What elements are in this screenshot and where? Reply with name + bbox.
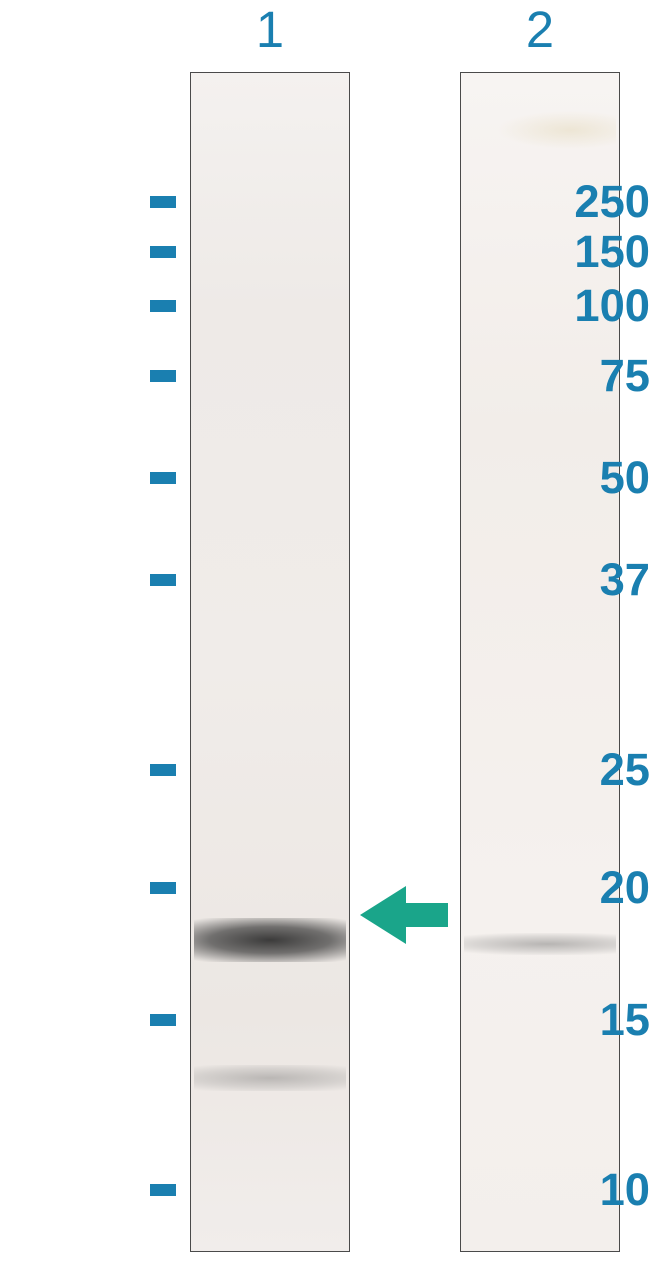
mw-marker-dash	[150, 246, 176, 258]
protein-band	[194, 918, 346, 962]
mw-marker-label: 250	[510, 176, 650, 228]
mw-marker-dash	[150, 764, 176, 776]
blot-figure: 1 2 250150100 75 50 37 25 20 15 10	[0, 0, 650, 1270]
mw-marker-label: 15	[510, 994, 650, 1046]
mw-marker-dash	[150, 472, 176, 484]
target-band-arrow-icon	[360, 915, 448, 973]
mw-marker-dash	[150, 300, 176, 312]
mw-marker-label: 50	[510, 452, 650, 504]
mw-marker-dash	[150, 1184, 176, 1196]
mw-marker-label: 37	[510, 554, 650, 606]
mw-marker-dash	[150, 1014, 176, 1026]
mw-marker-dash	[150, 196, 176, 208]
mw-marker-label: 75	[510, 350, 650, 402]
mw-marker-dash	[150, 370, 176, 382]
mw-marker-dash	[150, 882, 176, 894]
protein-band	[464, 933, 616, 955]
mw-marker-label: 100	[510, 280, 650, 332]
mw-marker-dash	[150, 574, 176, 586]
lane-smudge	[464, 110, 616, 150]
lane-header-2: 2	[526, 0, 554, 59]
mw-marker-label: 25	[510, 744, 650, 796]
protein-band	[194, 1065, 346, 1091]
lane-header-1: 1	[256, 0, 284, 59]
mw-marker-label: 150	[510, 226, 650, 278]
mw-marker-label: 20	[510, 862, 650, 914]
mw-marker-label: 10	[510, 1164, 650, 1216]
